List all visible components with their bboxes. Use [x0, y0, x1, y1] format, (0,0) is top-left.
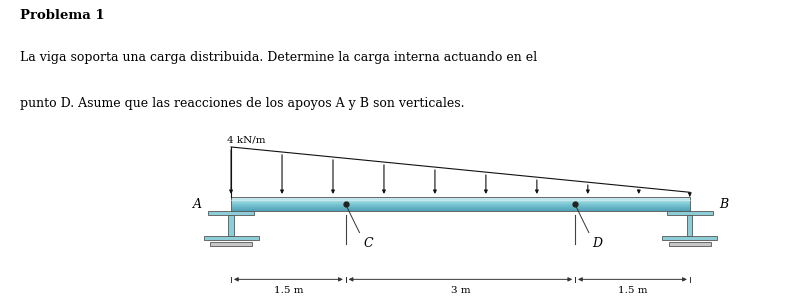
- Text: punto D. Asume que las reacciones de los apoyos A y B son verticales.: punto D. Asume que las reacciones de los…: [20, 97, 465, 110]
- Bar: [208, 211, 254, 215]
- Bar: [663, 236, 717, 239]
- Bar: [210, 242, 252, 246]
- Text: 1.5 m: 1.5 m: [274, 286, 303, 295]
- Bar: [667, 211, 713, 215]
- Text: A: A: [193, 198, 202, 211]
- Text: La viga soporta una carga distribuida. Determine la carga interna actuando en el: La viga soporta una carga distribuida. D…: [20, 51, 537, 64]
- Bar: [203, 236, 258, 239]
- Text: 4 kN/m: 4 kN/m: [228, 136, 266, 144]
- Text: 1.5 m: 1.5 m: [617, 286, 647, 295]
- Text: D: D: [592, 236, 603, 249]
- Text: B: B: [719, 198, 728, 211]
- Bar: [228, 215, 234, 236]
- Text: Problema 1: Problema 1: [20, 9, 105, 22]
- Bar: [669, 242, 711, 246]
- Bar: [687, 215, 692, 236]
- Text: C: C: [363, 236, 373, 249]
- Text: 3 m: 3 m: [450, 286, 470, 295]
